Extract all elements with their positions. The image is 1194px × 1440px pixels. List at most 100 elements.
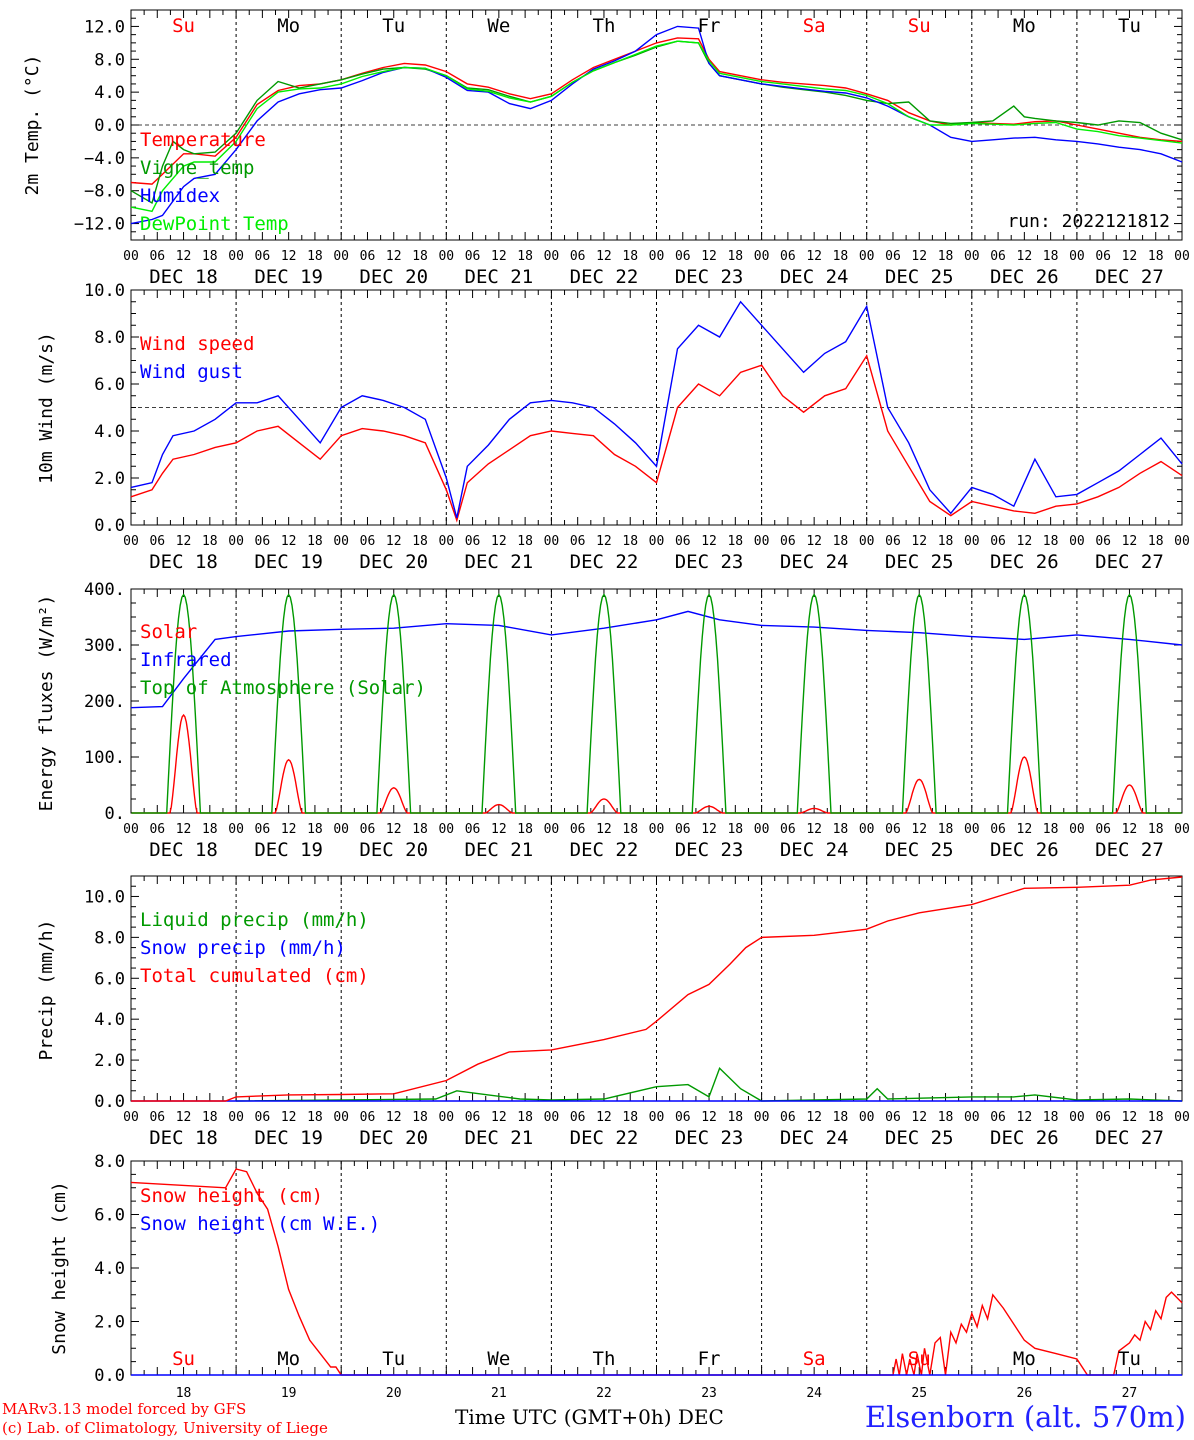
energy-date-label: DEC 27 (1095, 839, 1164, 861)
temp-hour-label: 00 (544, 249, 560, 264)
energy-hour-label: 18 (727, 822, 743, 837)
temp-hour-label: 06 (465, 249, 481, 264)
precip-hour-label: 18 (833, 1110, 849, 1125)
wind-hour-label: 12 (1122, 534, 1138, 549)
precip-hour-label: 18 (412, 1110, 428, 1125)
precip-legend-entry: Snow precip (mm/h) (140, 937, 346, 959)
temp-hour-label: 06 (360, 249, 376, 264)
precip-series-liquid-precip-mm-h- (236, 1067, 1183, 1102)
precip-hour-label: 06 (149, 1110, 165, 1125)
precip-date-label: DEC 24 (780, 1127, 849, 1149)
energy-date-label: DEC 21 (465, 839, 534, 861)
wind-hour-label: 06 (570, 534, 586, 549)
energy-hour-label: 00 (333, 822, 349, 837)
temp-hour-label: 12 (1017, 249, 1033, 264)
precip-hour-label: 06 (570, 1110, 586, 1125)
temp-date-label: DEC 25 (885, 266, 954, 288)
energy-hour-label: 18 (307, 822, 323, 837)
wind-series-wind-gust (130, 300, 1183, 519)
precip-ytick-label: 0.0 (94, 1092, 125, 1112)
energy-hour-label: 00 (754, 822, 770, 837)
temp-hour-label: 12 (386, 249, 402, 264)
precip-ytick-label: 4.0 (94, 1010, 125, 1030)
temp-legend-entry: Vigne_temp (140, 157, 254, 179)
temp-date-label: DEC 21 (465, 266, 534, 288)
precip-hour-label: 06 (255, 1110, 271, 1125)
precip-hour-label: 06 (780, 1110, 796, 1125)
temp-hour-label: 00 (964, 249, 980, 264)
precip-hour-label: 00 (859, 1110, 875, 1125)
precip-hour-label: 18 (517, 1110, 533, 1125)
precip-date-label: DEC 20 (359, 1127, 428, 1149)
energy-hour-label: 18 (1148, 822, 1164, 837)
day-number-label: 25 (911, 1386, 927, 1401)
wind-hour-label: 06 (360, 534, 376, 549)
wind-hour-label: 12 (386, 534, 402, 549)
precip-hour-label: 00 (649, 1110, 665, 1125)
temp-ytick-label: −8.0 (84, 182, 125, 202)
weekday-label: Th (593, 15, 616, 37)
energy-hour-label: 00 (1174, 822, 1190, 837)
wind-hour-label: 06 (675, 534, 691, 549)
wind-date-label: DEC 18 (149, 551, 218, 573)
energy-ytick-label: 400. (84, 580, 125, 600)
wind-ytick-label: 8.0 (94, 328, 125, 348)
precip-hour-label: 00 (1069, 1110, 1085, 1125)
wind-hour-label: 18 (622, 534, 638, 549)
precip-date-label: DEC 22 (570, 1127, 639, 1149)
weekday-label: Su (908, 15, 931, 37)
energy-date-label: DEC 23 (675, 839, 744, 861)
precip-hour-label: 00 (438, 1110, 454, 1125)
energy-hour-label: 18 (833, 822, 849, 837)
bottom-weekday-label: Mo (1013, 1348, 1036, 1370)
temp-hour-label: 12 (281, 249, 297, 264)
precip-hour-label: 12 (701, 1110, 717, 1125)
precip-hour-label: 18 (938, 1110, 954, 1125)
energy-hour-label: 12 (491, 822, 507, 837)
temp-hour-label: 06 (1095, 249, 1111, 264)
temp-series-dewpoint-temp (130, 40, 1183, 213)
energy-hour-label: 18 (938, 822, 954, 837)
energy-hour-label: 12 (1017, 822, 1033, 837)
temp-hour-label: 00 (1174, 249, 1190, 264)
temp-date-label: DEC 24 (780, 266, 849, 288)
energy-hour-label: 18 (412, 822, 428, 837)
temp-date-label: DEC 19 (254, 266, 323, 288)
precip-hour-label: 18 (307, 1110, 323, 1125)
wind-hour-label: 12 (491, 534, 507, 549)
bottom-weekday-label: Tu (382, 1348, 405, 1370)
temp-series-temperature (130, 37, 1183, 185)
temp-hour-label: 18 (622, 249, 638, 264)
day-number-label: 26 (1017, 1386, 1033, 1401)
temp-hour-label: 12 (176, 249, 192, 264)
temp-series-humidex (130, 25, 1183, 225)
temp-ytick-label: 0.0 (94, 116, 125, 136)
precip-series-total-cumulated-cm- (131, 876, 1183, 1102)
temp-hour-label: 06 (255, 249, 271, 264)
wind-hour-label: 12 (596, 534, 612, 549)
temp-hour-label: 00 (859, 249, 875, 264)
energy-hour-label: 12 (1122, 822, 1138, 837)
wind-hour-label: 00 (1069, 534, 1085, 549)
weekday-label: Fr (698, 15, 721, 37)
wind-hour-label: 06 (465, 534, 481, 549)
temp-hour-label: 00 (228, 249, 244, 264)
energy-ytick-label: 100. (84, 748, 125, 768)
energy-date-label: DEC 24 (780, 839, 849, 861)
snow-ylabel: Snow height (cm) (49, 1181, 70, 1354)
energy-ytick-label: 0. (105, 804, 125, 824)
wind-hour-label: 06 (1095, 534, 1111, 549)
wind-date-label: DEC 25 (885, 551, 954, 573)
precip-hour-label: 00 (1174, 1110, 1190, 1125)
precip-date-label: DEC 23 (675, 1127, 744, 1149)
snow-legend-entry: Snow height (cm W.E.) (140, 1213, 380, 1235)
energy-hour-label: 00 (1069, 822, 1085, 837)
wind-hour-label: 12 (911, 534, 927, 549)
temp-hour-label: 12 (701, 249, 717, 264)
energy-frame (130, 588, 1183, 814)
temp-ytick-label: 8.0 (94, 50, 125, 70)
day-number-label: 20 (386, 1386, 402, 1401)
x-axis-title: Time UTC (GMT+0h) DEC (455, 1405, 724, 1429)
temp-run-annotation: run: 2022121812 (1007, 211, 1170, 232)
energy-hour-label: 00 (964, 822, 980, 837)
